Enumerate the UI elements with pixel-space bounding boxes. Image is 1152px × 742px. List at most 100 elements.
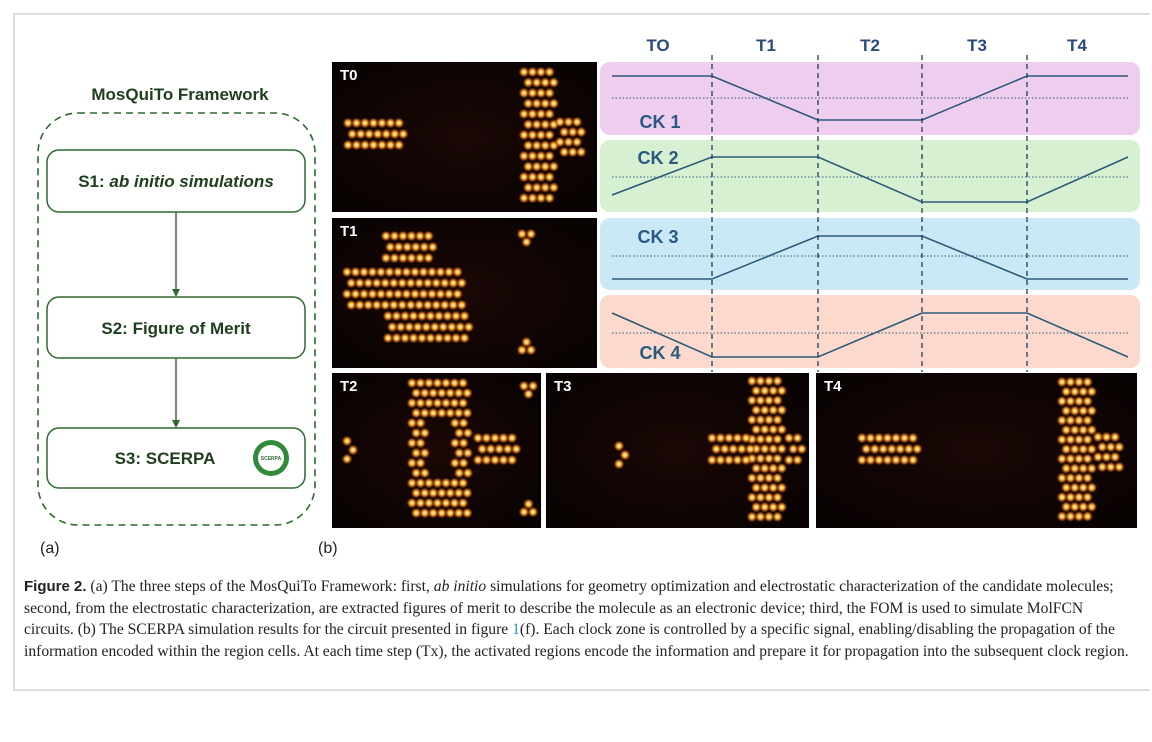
clock-band xyxy=(600,295,1140,368)
glow-dot xyxy=(741,455,752,466)
frame-label: T1 xyxy=(340,223,358,240)
page: MosQuiTo Framework S1: ab initio simulat… xyxy=(0,0,1152,742)
frame-label: T2 xyxy=(340,378,358,395)
glow-dot xyxy=(342,454,353,465)
glow-dot xyxy=(1082,434,1093,445)
glow-dot xyxy=(452,289,463,300)
glow-dot xyxy=(544,109,555,120)
glow-dot xyxy=(544,151,555,162)
glow-dot xyxy=(544,67,555,78)
caption-italic: ab initio xyxy=(434,578,486,595)
glow-dot xyxy=(415,438,426,449)
glow-dot xyxy=(415,418,426,429)
glow-dot xyxy=(776,424,787,435)
framework-title: MosQuiTo Framework xyxy=(91,85,269,104)
arrow-head xyxy=(172,420,180,428)
glow-dot xyxy=(419,448,430,459)
glow-dot xyxy=(792,455,803,466)
glow-dot xyxy=(427,242,438,253)
caption: Figure 2. (a) The three steps of the Mos… xyxy=(24,576,1129,662)
glow-dot xyxy=(1082,511,1093,522)
caption-text: (a) The three steps of the MosQuiTo Fram… xyxy=(87,578,434,595)
panel-tag: (b) xyxy=(318,540,338,557)
glow-dot xyxy=(462,448,473,459)
glow-dot xyxy=(776,482,787,493)
glow-dot xyxy=(772,434,783,445)
glow-dot xyxy=(1086,501,1097,512)
glow-dot xyxy=(462,408,473,419)
glow-dot xyxy=(458,498,469,509)
step-text: S2: Figure of Merit xyxy=(101,319,251,338)
glow-dot xyxy=(620,450,631,461)
glow-dot xyxy=(1086,463,1097,474)
time-step: TO xyxy=(646,36,669,55)
glow-dot xyxy=(462,468,473,479)
clock-label: CK 4 xyxy=(639,343,680,363)
figure-ref[interactable]: 1 xyxy=(512,621,520,638)
glow-dot xyxy=(462,488,473,499)
glow-dot xyxy=(796,444,807,455)
glow-dot xyxy=(1082,473,1093,484)
glow-dot xyxy=(1110,432,1121,443)
glow-dot xyxy=(507,433,518,444)
time-step: T3 xyxy=(967,36,987,55)
step-name: ab initio simulations xyxy=(109,172,273,191)
step-label: S2: xyxy=(101,319,127,338)
step-label: S3: xyxy=(115,449,141,468)
glow-dot xyxy=(776,502,787,513)
frame-label: T3 xyxy=(554,378,572,395)
clock-band xyxy=(600,62,1140,135)
glow-dot xyxy=(456,300,467,311)
glow-dot xyxy=(544,193,555,204)
glow-dot xyxy=(394,140,405,151)
glow-dot xyxy=(458,438,469,449)
glow-dot xyxy=(462,388,473,399)
glow-dot xyxy=(459,333,470,344)
glow-dot xyxy=(772,492,783,503)
glow-dot xyxy=(772,395,783,406)
glow-dot xyxy=(523,389,534,400)
glow-dot xyxy=(776,443,787,454)
glow-dot xyxy=(423,231,434,242)
arrow-head xyxy=(172,289,180,297)
glow-dot xyxy=(544,130,555,141)
glow-dot xyxy=(458,378,469,389)
glow-dot xyxy=(423,253,434,264)
glow-dot xyxy=(1110,452,1121,463)
glow-dot xyxy=(342,436,353,447)
glow-dot xyxy=(1082,396,1093,407)
step-name: Figure of Merit xyxy=(133,319,251,338)
frame-label: T4 xyxy=(824,378,842,395)
step-text: S3: SCERPA xyxy=(115,449,216,468)
glow-dot xyxy=(523,499,534,510)
glow-dot xyxy=(1114,462,1125,473)
glow-dot xyxy=(576,147,587,158)
glow-dot xyxy=(348,445,359,456)
glow-dot xyxy=(576,127,587,138)
glow-dot xyxy=(394,118,405,129)
glow-dot xyxy=(1086,405,1097,416)
glow-dot xyxy=(507,455,518,466)
frame-label: T0 xyxy=(340,67,358,84)
glow-dot xyxy=(776,405,787,416)
glow-dot xyxy=(398,129,409,140)
glow-dot xyxy=(614,459,625,470)
glow-dot xyxy=(456,278,467,289)
time-step: T1 xyxy=(756,36,776,55)
step-name: SCERPA xyxy=(146,449,216,468)
panel-tag: (a) xyxy=(40,540,60,557)
glow-dot xyxy=(462,508,473,519)
glow-dot xyxy=(1082,453,1093,464)
glow-dot xyxy=(772,376,783,387)
caption-label: Figure 2. xyxy=(24,578,87,595)
glow-dot xyxy=(544,172,555,183)
glow-dot xyxy=(912,444,923,455)
glow-dot xyxy=(776,463,787,474)
clock-label: CK 3 xyxy=(637,227,678,247)
glow-dot xyxy=(792,433,803,444)
glow-dot xyxy=(521,237,532,248)
glow-dot xyxy=(1114,442,1125,453)
glow-dot xyxy=(459,311,470,322)
time-step: T4 xyxy=(1067,36,1087,55)
glow-dot xyxy=(548,161,559,172)
